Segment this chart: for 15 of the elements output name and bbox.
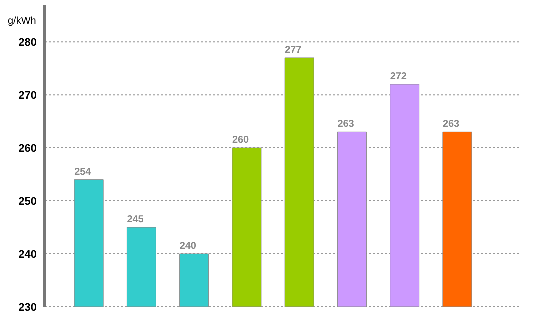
y-tick-label: 250 xyxy=(18,196,37,208)
y-tick-label: 240 xyxy=(18,248,37,261)
data-label: 240 xyxy=(180,241,197,252)
data-label: 263 xyxy=(442,119,460,130)
data-label: 254 xyxy=(74,166,92,178)
data-label: 263 xyxy=(338,119,355,130)
y-tick-label: 260 xyxy=(18,142,37,155)
y-tick-label: 280 xyxy=(18,36,37,49)
data-label: 260 xyxy=(232,135,250,146)
data-label: 277 xyxy=(285,44,302,56)
data-label: 272 xyxy=(390,71,408,82)
y-axis-title: g/kWh xyxy=(8,16,36,27)
y-tick-label: 230 xyxy=(18,302,37,314)
data-label: 245 xyxy=(127,214,144,226)
y-tick-label: 270 xyxy=(18,90,37,102)
